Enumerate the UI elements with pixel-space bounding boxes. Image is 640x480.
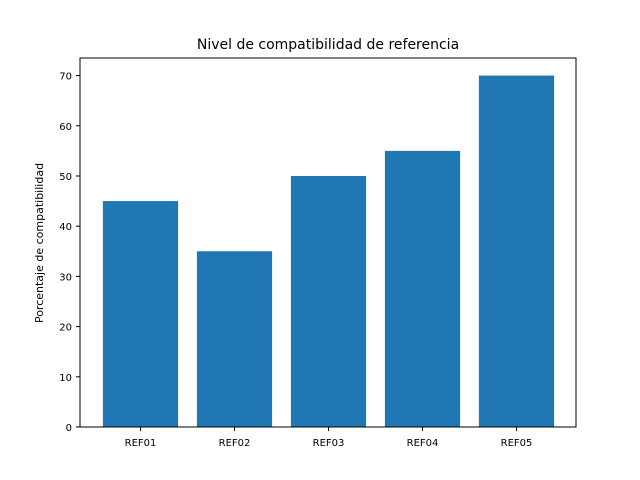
y-tick-label: 30 [59, 272, 72, 283]
y-tick-label: 40 [59, 222, 72, 233]
bar-ref05 [478, 75, 555, 428]
x-tick-label: REF01 [125, 438, 157, 449]
y-axis-title: Porcentaje de compatibilidad [33, 163, 46, 323]
y-tick-label: 70 [59, 72, 72, 83]
x-tick-label: REF03 [313, 438, 345, 449]
y-tick-label: 10 [59, 373, 72, 384]
y-tick-label: 0 [66, 423, 72, 434]
y-axis-ticks: 0 10 20 30 40 50 60 70 [59, 72, 80, 434]
bar-ref01 [102, 201, 179, 427]
chart-title: Nivel de compatibilidad de referencia [197, 37, 459, 53]
plot-frame [79, 57, 577, 428]
bar-ref03 [290, 175, 367, 427]
bars-group [102, 75, 555, 428]
x-axis-ticks: REF01 REF02 REF03 REF04 REF05 [125, 427, 533, 449]
x-tick-label: REF04 [407, 438, 439, 449]
x-tick-label: REF02 [219, 438, 251, 449]
bar-ref02 [196, 251, 273, 427]
y-tick-label: 20 [59, 323, 72, 334]
bar-ref04 [384, 150, 461, 427]
y-tick-label: 60 [59, 122, 72, 133]
y-tick-label: 50 [59, 172, 72, 183]
x-tick-label: REF05 [501, 438, 533, 449]
